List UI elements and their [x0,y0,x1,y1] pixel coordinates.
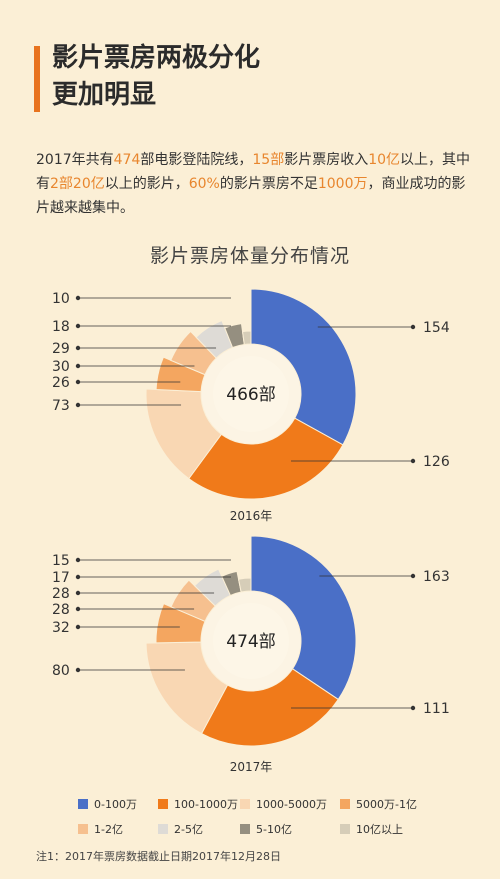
intro-text: 以上，其中有 [36,152,471,192]
leader-dot [75,363,81,369]
legend-item: 1-2亿 [78,821,123,837]
intro-highlight: 15部 [252,152,285,168]
data-label: 26 [52,375,70,391]
legend-item: 5-10亿 [240,821,292,837]
legend-swatch [78,824,88,834]
legend-swatch [158,824,168,834]
data-label: 30 [52,359,70,375]
legend-swatch [240,799,250,809]
title-line-1: 影片票房两极分化 [52,43,261,73]
legend-label: 1-2亿 [94,823,123,836]
legend-swatch [240,824,250,834]
donut-slice [237,577,252,593]
legend-swatch [340,824,350,834]
legend-swatch [158,799,168,809]
data-label: 18 [52,319,70,335]
donut-center [213,603,289,679]
intro-text: 部电影登陆院线， [140,152,253,168]
donut-slice [188,417,344,500]
leader-dot [75,295,81,301]
leader-dot [75,667,81,673]
leader-dot [410,324,416,330]
legend-label: 10亿以上 [356,823,403,836]
leader-dot [75,323,81,329]
intro-highlight: 2部20亿 [50,176,105,192]
footnote: 注1：2017年票房数据截止日期2017年12月28日 [36,850,281,863]
donut-center [213,356,289,432]
intro-text: 的影片票房不足 [219,176,318,192]
title-line-2: 更加明显 [52,80,157,110]
intro-paragraph: 2017年共有474部电影登陆院线，15部影片票房收入10亿以上，其中有2部20… [36,148,476,220]
page-title: 影片票房两极分化 更加明显 [52,40,260,114]
legend-label: 100-1000万 [174,798,238,811]
legend-swatch [340,799,350,809]
leader-dot [75,606,81,612]
leader-dot [75,402,81,408]
data-label: 80 [52,663,70,679]
legend-label: 0-100万 [94,798,137,811]
intro-text: 影片票房收入 [284,152,369,168]
data-label: 126 [423,454,450,470]
center-label: 474部 [226,632,275,652]
donut-slice [145,388,223,480]
title-accent-bar [34,46,40,112]
leader-dot [75,574,81,580]
donut-slice [250,288,357,446]
leader-dot [75,557,81,563]
intro-text: 2017年共有 [36,152,114,168]
legend-item: 10亿以上 [340,821,403,837]
data-label: 163 [423,569,450,585]
donut-slice [250,535,357,701]
leader-dot [410,458,416,464]
year-label: 2017年 [230,760,273,774]
legend-label: 5000万-1亿 [356,798,417,811]
data-label: 10 [52,291,70,307]
chart-title: 影片票房体量分布情况 [149,245,350,267]
intro-highlight: 10亿 [368,152,401,168]
legend-item: 1000-5000万 [240,796,327,812]
data-label: 28 [52,602,70,618]
intro-highlight: 474 [113,152,141,168]
leader-dot [75,624,81,630]
leader-dot [410,573,416,579]
legend-item: 100-1000万 [158,796,238,812]
donut-slice [200,668,339,747]
year-label: 2016年 [230,509,273,523]
data-label: 15 [52,553,70,569]
legend-item: 5000万-1亿 [340,796,417,812]
legend-label: 2-5亿 [174,823,203,836]
center-label: 466部 [226,385,275,405]
leader-dot [75,379,81,385]
legend-label: 5-10亿 [256,823,292,836]
donut-slice [241,330,252,346]
legend-item: 0-100万 [78,796,137,812]
data-label: 154 [423,320,450,336]
leader-dot [75,345,81,351]
data-label: 73 [52,398,70,414]
intro-text: ，商业成功的影片越来越集中。 [36,176,466,216]
leader-dot [410,705,416,711]
legend-swatch [78,799,88,809]
data-label: 17 [52,570,70,586]
data-label: 29 [52,341,70,357]
intro-highlight: 1000万 [317,176,368,192]
legend-label: 1000-5000万 [256,798,327,811]
data-label: 28 [52,586,70,602]
legend-item: 2-5亿 [158,821,203,837]
leader-dot [75,590,81,596]
donut-slice [145,641,229,735]
data-label: 32 [52,620,70,636]
data-label: 111 [423,701,450,717]
intro-text: 以上的影片， [104,176,189,192]
intro-highlight: 60% [188,176,220,192]
